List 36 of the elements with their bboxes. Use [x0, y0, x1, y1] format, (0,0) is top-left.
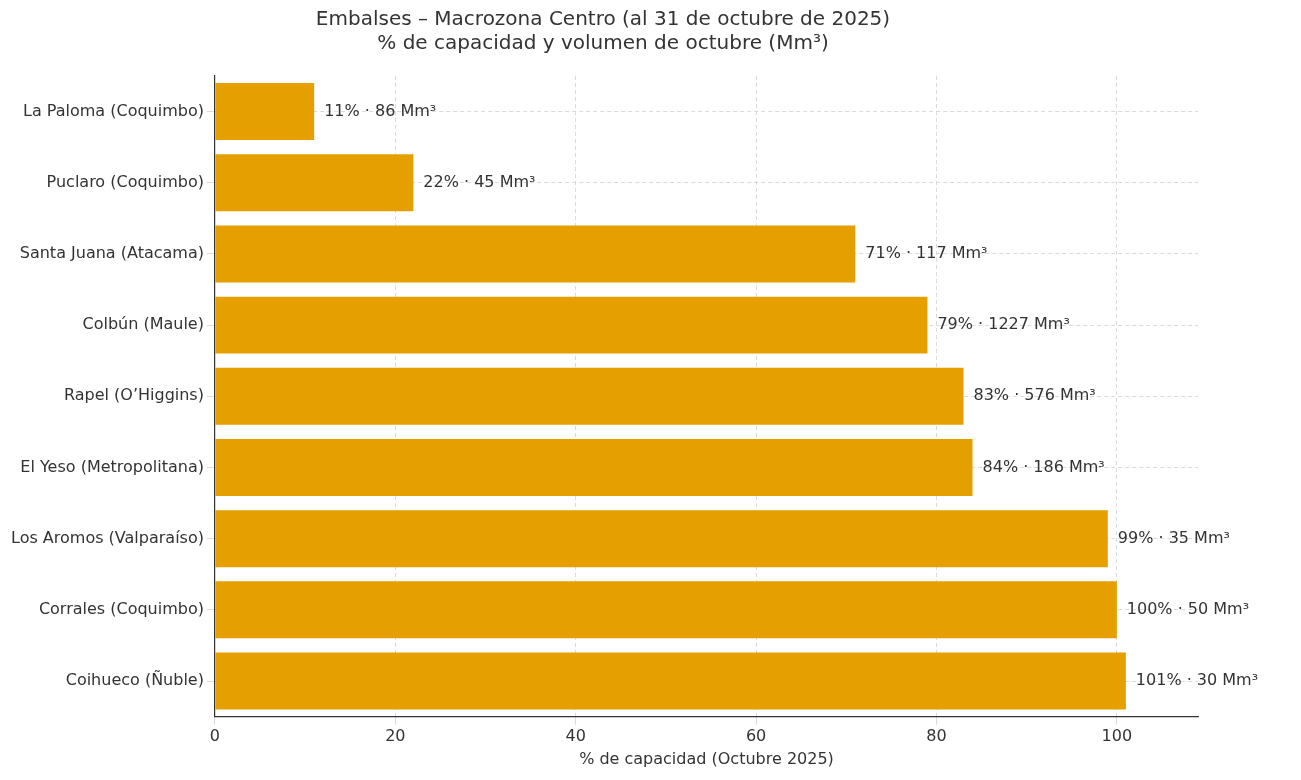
y-tick-label: Los Aromos (Valparaíso) [11, 527, 204, 547]
chart-title: Embalses – Macrozona Centro (al 31 de octubre de 2025) [315, 6, 891, 31]
x-tick-label: 80 [926, 726, 947, 746]
y-tick-label: Colbún (Maule) [82, 314, 204, 334]
x-tick-label: 0 [209, 726, 221, 746]
x-tick-label: 40 [565, 726, 586, 746]
y-tick-label: Coihueco (Ñuble) [65, 670, 204, 690]
data-label: 101% · 30 Mm³ [1135, 670, 1259, 690]
y-tick-label: Puclaro (Coquimbo) [46, 171, 204, 191]
y-tick-label: El Yeso (Metropolitana) [20, 456, 204, 476]
bar [215, 83, 315, 141]
x-tick-label: 100 [1101, 726, 1133, 746]
bar [215, 225, 856, 283]
y-tick-label: Rapel (O’Higgins) [63, 385, 204, 405]
bar [215, 439, 973, 496]
data-label: 22% · 45 Mm³ [423, 171, 536, 191]
bar [215, 510, 1108, 568]
bar [215, 652, 1126, 710]
data-label: 71% · 117 Mm³ [865, 243, 988, 263]
data-label: 84% · 186 Mm³ [982, 456, 1105, 476]
y-tick-label: La Paloma (Coquimbo) [22, 100, 204, 120]
y-tick-label: Santa Juana (Atacama) [19, 243, 204, 263]
data-label: 99% · 35 Mm³ [1117, 527, 1230, 547]
data-label: 83% · 576 Mm³ [973, 385, 1096, 405]
chart-subtitle: % de capacidad y volumen de octubre (Mm³) [377, 30, 829, 55]
y-tick-label: Corrales (Coquimbo) [38, 598, 204, 618]
bar [215, 581, 1117, 639]
data-label: 100% · 50 Mm³ [1126, 598, 1250, 618]
x-tick-label: 60 [745, 726, 767, 746]
bar [215, 296, 928, 354]
data-label: 79% · 1227 Mm³ [937, 314, 1070, 334]
bar [215, 367, 964, 425]
bar [215, 154, 414, 212]
x-tick-label: 20 [385, 726, 406, 746]
x-axis-title: % de capacidad (Octubre 2025) [579, 748, 834, 768]
data-label: 11% · 86 Mm³ [324, 100, 437, 120]
